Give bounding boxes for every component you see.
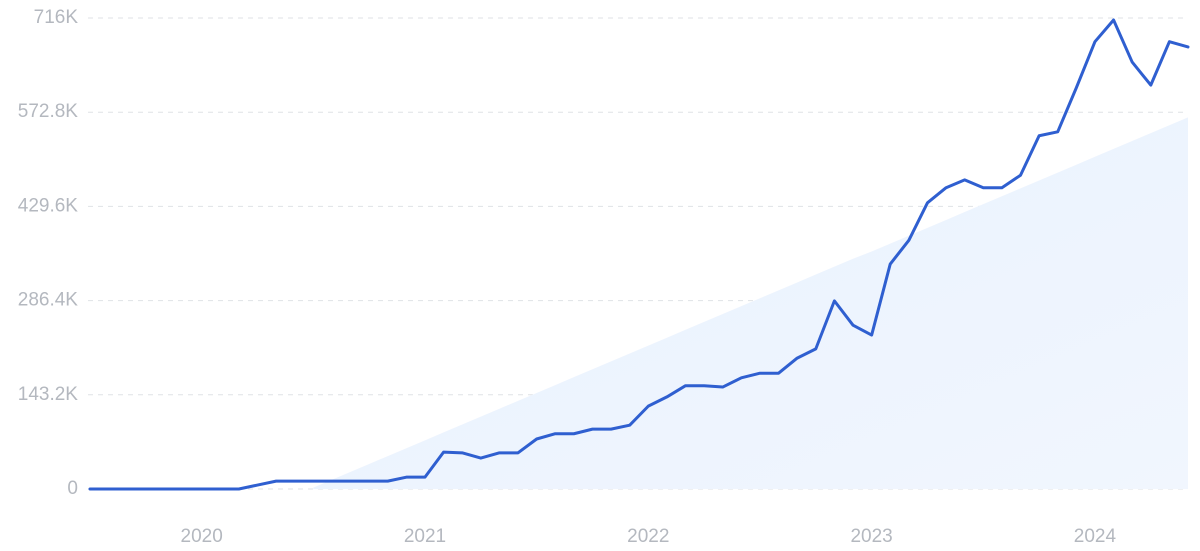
x-tick-label: 2023 xyxy=(850,526,892,547)
trend-line xyxy=(88,18,1190,491)
x-tick-label: 2024 xyxy=(1074,526,1117,547)
y-tick-label: 716K xyxy=(34,7,79,28)
x-tick-label: 2022 xyxy=(627,526,669,547)
y-tick-label: 286.4K xyxy=(18,290,79,311)
y-tick-label: 429.6K xyxy=(18,195,79,216)
y-tick-label: 572.8K xyxy=(18,101,79,122)
y-tick-label: 0 xyxy=(67,478,78,499)
trend-area xyxy=(313,117,1188,490)
y-tick-label: 143.2K xyxy=(18,384,79,405)
x-tick-label: 2020 xyxy=(181,526,223,547)
x-tick-label: 2021 xyxy=(404,526,446,547)
